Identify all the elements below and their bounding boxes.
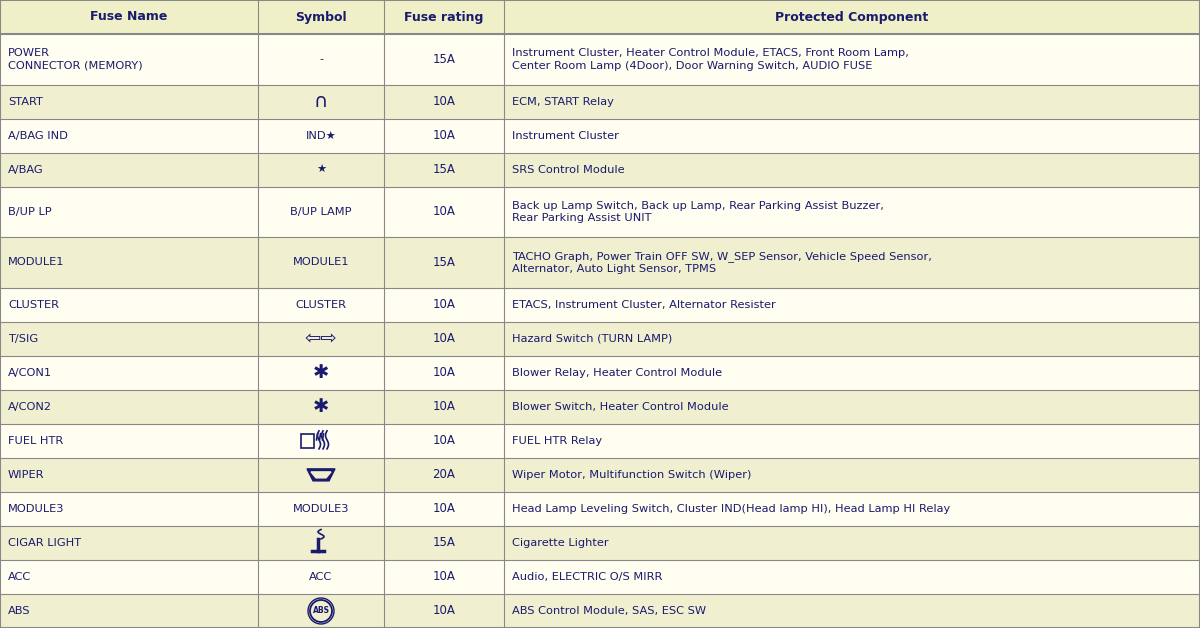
Text: A/CON2: A/CON2: [8, 402, 52, 412]
Text: START: START: [8, 97, 43, 107]
Text: MODULE1: MODULE1: [8, 257, 65, 268]
Text: Wiper Motor, Multifunction Switch (Wiper): Wiper Motor, Multifunction Switch (Wiper…: [512, 470, 751, 480]
Bar: [0, 526, 1200, 560]
Text: 10A: 10A: [432, 605, 456, 617]
Bar: [0, 560, 1200, 594]
Text: CLUSTER: CLUSTER: [295, 300, 347, 310]
Text: Fuse rating: Fuse rating: [404, 11, 484, 23]
Text: 10A: 10A: [432, 95, 456, 108]
Text: 15A: 15A: [432, 536, 456, 550]
Text: ABS Control Module, SAS, ESC SW: ABS Control Module, SAS, ESC SW: [512, 606, 706, 616]
Text: ✱: ✱: [313, 364, 329, 382]
Bar: [0, 85, 1200, 119]
Text: WIPER: WIPER: [8, 470, 44, 480]
Text: TACHO Graph, Power Train OFF SW, W_SEP Sensor, Vehicle Speed Sensor,
Alternator,: TACHO Graph, Power Train OFF SW, W_SEP S…: [512, 251, 932, 274]
Text: B/UP LAMP: B/UP LAMP: [290, 207, 352, 217]
Text: 10A: 10A: [432, 332, 456, 345]
Text: Head Lamp Leveling Switch, Cluster IND(Head lamp HI), Head Lamp HI Relay: Head Lamp Leveling Switch, Cluster IND(H…: [512, 504, 950, 514]
Text: 10A: 10A: [432, 129, 456, 142]
Bar: [0, 356, 1200, 390]
Bar: [0, 390, 1200, 424]
Text: Hazard Switch (TURN LAMP): Hazard Switch (TURN LAMP): [512, 333, 672, 344]
Polygon shape: [307, 469, 335, 481]
Text: 10A: 10A: [432, 400, 456, 413]
Text: Protected Component: Protected Component: [775, 11, 929, 23]
Text: 15A: 15A: [432, 163, 456, 176]
Bar: [0, 322, 1200, 356]
Text: Instrument Cluster: Instrument Cluster: [512, 131, 619, 141]
Text: 10A: 10A: [432, 435, 456, 447]
Bar: [0, 119, 1200, 153]
Bar: [301, 434, 314, 448]
Text: 10A: 10A: [432, 366, 456, 379]
Text: ETACS, Instrument Cluster, Alternator Resister: ETACS, Instrument Cluster, Alternator Re…: [512, 300, 775, 310]
Text: ABS: ABS: [312, 607, 330, 615]
Text: SRS Control Module: SRS Control Module: [512, 165, 625, 175]
Text: POWER
CONNECTOR (MEMORY): POWER CONNECTOR (MEMORY): [8, 48, 143, 71]
Text: ACC: ACC: [8, 572, 31, 582]
Bar: [0, 458, 1200, 492]
Bar: [0, 34, 1200, 85]
Text: A/BAG: A/BAG: [8, 165, 43, 175]
Bar: [0, 594, 1200, 628]
Text: B/UP LP: B/UP LP: [8, 207, 52, 217]
Text: ⇦⇨: ⇦⇨: [305, 329, 337, 349]
Bar: [0, 492, 1200, 526]
Text: A/CON1: A/CON1: [8, 368, 52, 378]
Text: 15A: 15A: [432, 53, 456, 66]
Text: FUEL HTR: FUEL HTR: [8, 436, 64, 446]
Text: T/SIG: T/SIG: [8, 333, 38, 344]
Text: ABS: ABS: [8, 606, 30, 616]
Text: Fuse Name: Fuse Name: [90, 11, 168, 23]
Text: Blower Switch, Heater Control Module: Blower Switch, Heater Control Module: [512, 402, 728, 412]
Text: IND★: IND★: [306, 131, 336, 141]
Text: Blower Relay, Heater Control Module: Blower Relay, Heater Control Module: [512, 368, 722, 378]
Text: 20A: 20A: [432, 468, 456, 482]
Text: MODULE3: MODULE3: [293, 504, 349, 514]
Text: ✱: ✱: [313, 398, 329, 416]
Text: Audio, ELECTRIC O/S MIRR: Audio, ELECTRIC O/S MIRR: [512, 572, 662, 582]
Text: MODULE3: MODULE3: [8, 504, 65, 514]
Text: 10A: 10A: [432, 205, 456, 219]
Text: Back up Lamp Switch, Back up Lamp, Rear Parking Assist Buzzer,
Rear Parking Assi: Back up Lamp Switch, Back up Lamp, Rear …: [512, 200, 884, 224]
Text: Symbol: Symbol: [295, 11, 347, 23]
Text: 10A: 10A: [432, 298, 456, 311]
Text: 10A: 10A: [432, 570, 456, 583]
Text: CIGAR LIGHT: CIGAR LIGHT: [8, 538, 82, 548]
Text: 10A: 10A: [432, 502, 456, 516]
Text: ∩: ∩: [314, 92, 328, 111]
Text: FUEL HTR Relay: FUEL HTR Relay: [512, 436, 602, 446]
Text: Instrument Cluster, Heater Control Module, ETACS, Front Room Lamp,
Center Room L: Instrument Cluster, Heater Control Modul…: [512, 48, 908, 71]
Bar: [0, 424, 1200, 458]
Text: ACC: ACC: [310, 572, 332, 582]
Bar: [0, 153, 1200, 187]
Text: A/BAG IND: A/BAG IND: [8, 131, 68, 141]
Text: MODULE1: MODULE1: [293, 257, 349, 268]
Text: 15A: 15A: [432, 256, 456, 269]
Bar: [0, 187, 1200, 237]
Text: CLUSTER: CLUSTER: [8, 300, 59, 310]
Bar: [0, 288, 1200, 322]
Text: ECM, START Relay: ECM, START Relay: [512, 97, 614, 107]
Text: ★: ★: [316, 165, 326, 175]
Text: Cigarette Lighter: Cigarette Lighter: [512, 538, 608, 548]
Polygon shape: [311, 472, 331, 478]
Bar: [0, 0, 1200, 34]
Text: -: -: [319, 54, 323, 64]
Bar: [0, 237, 1200, 288]
